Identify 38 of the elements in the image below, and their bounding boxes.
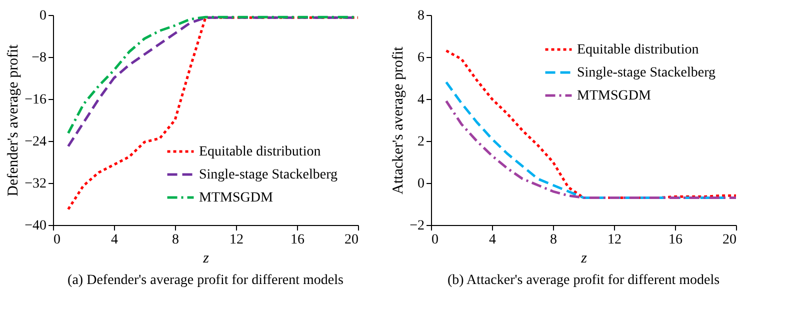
x-tick-label: 4 (111, 232, 118, 248)
legend-label: Equitable distribution (199, 144, 321, 160)
x-axis-title: z (580, 250, 588, 266)
line-series (67, 16, 360, 210)
y-axis-title: Attacker's average profit (390, 46, 407, 194)
x-tick-label: 8 (172, 232, 179, 248)
x-tick-label: 20 (344, 232, 358, 248)
x-tick-label: 0 (432, 232, 438, 248)
x-tick-label: 8 (550, 232, 557, 248)
y-tick-label: −32 (24, 176, 46, 192)
y-tick-label: −24 (24, 134, 46, 150)
y-tick-label: 6 (418, 50, 424, 66)
y-tick-label: 0 (418, 176, 424, 192)
line-series (445, 100, 738, 199)
y-tick-label: −2 (410, 218, 424, 234)
legend-label: Single-stage Stackelberg (577, 66, 716, 80)
x-tick-label: 16 (290, 232, 304, 248)
y-axis-title: Defender's average profit (6, 44, 22, 196)
x-tick-label: 4 (489, 232, 496, 248)
y-tick-label: −40 (24, 218, 46, 234)
x-tick-label: 12 (608, 232, 622, 248)
legend-label: MTMSGDM (577, 88, 652, 104)
legend-label: MTMSGDM (199, 190, 274, 206)
y-tick-label: −8 (32, 50, 46, 66)
y-tick-label: 4 (418, 92, 424, 108)
x-tick-label: 0 (54, 232, 60, 248)
x-tick-label: 12 (230, 232, 244, 248)
x-axis-title: z (202, 250, 210, 266)
text: (b) Attacker's average profit for different models (447, 273, 720, 288)
x-tick-label: 20 (722, 232, 736, 248)
y-tick-label: 0 (40, 8, 46, 24)
legend-label: Single-stage Stackelberg (199, 168, 338, 182)
y-tick-label: −16 (24, 92, 46, 108)
legend-label: Equitable distribution (577, 42, 699, 58)
text: (a) Defender's average profit for different models (68, 273, 344, 288)
y-tick-label: 2 (418, 134, 424, 150)
x-tick-label: 16 (668, 232, 682, 248)
y-tick-label: 8 (418, 8, 424, 24)
